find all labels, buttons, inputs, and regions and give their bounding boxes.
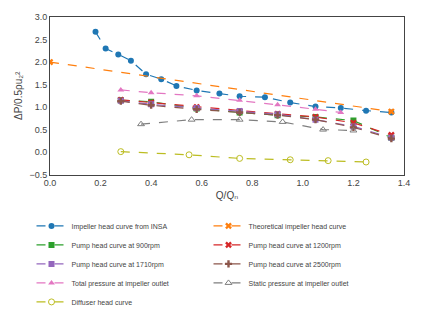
svg-text:1.4: 1.4 [398,178,411,188]
svg-text:3.0: 3.0 [35,12,48,22]
svg-text:2.0: 2.0 [35,57,48,67]
svg-text:Diffuser head curve: Diffuser head curve [72,299,133,306]
svg-text:Pump head curve at 1710rpm: Pump head curve at 1710rpm [72,261,164,269]
svg-text:ΔP/0.5ρu₂²: ΔP/0.5ρu₂² [13,71,24,120]
svg-text:−0.5: −0.5 [29,170,47,180]
svg-text:1.0: 1.0 [297,178,310,188]
svg-text:Pump head curve at 1200rpm: Pump head curve at 1200rpm [249,242,341,250]
svg-text:0.5: 0.5 [35,125,48,135]
svg-text:Total pressure at impeller out: Total pressure at impeller outlet [72,280,169,288]
svg-text:Q/Qₙ: Q/Qₙ [216,190,238,201]
svg-text:0.4: 0.4 [145,178,158,188]
svg-text:Pump head curve at 900rpm: Pump head curve at 900rpm [72,242,160,250]
svg-text:0.8: 0.8 [246,178,259,188]
svg-text:1.0: 1.0 [35,102,48,112]
svg-text:Impeller head curve from INSA: Impeller head curve from INSA [72,223,168,231]
svg-text:0.0: 0.0 [44,178,57,188]
svg-text:Theoretical impeller head curv: Theoretical impeller head curve [249,223,347,231]
svg-text:1.2: 1.2 [347,178,360,188]
svg-text:1.5: 1.5 [35,80,48,90]
svg-text:0.6: 0.6 [195,178,208,188]
svg-text:2.5: 2.5 [35,35,48,45]
svg-text:0.0: 0.0 [35,147,48,157]
svg-text:0.2: 0.2 [94,178,107,188]
svg-text:Static pressure at impeller ou: Static pressure at impeller outlet [249,280,349,288]
svg-text:Pump head curve at 2500rpm: Pump head curve at 2500rpm [249,261,341,269]
